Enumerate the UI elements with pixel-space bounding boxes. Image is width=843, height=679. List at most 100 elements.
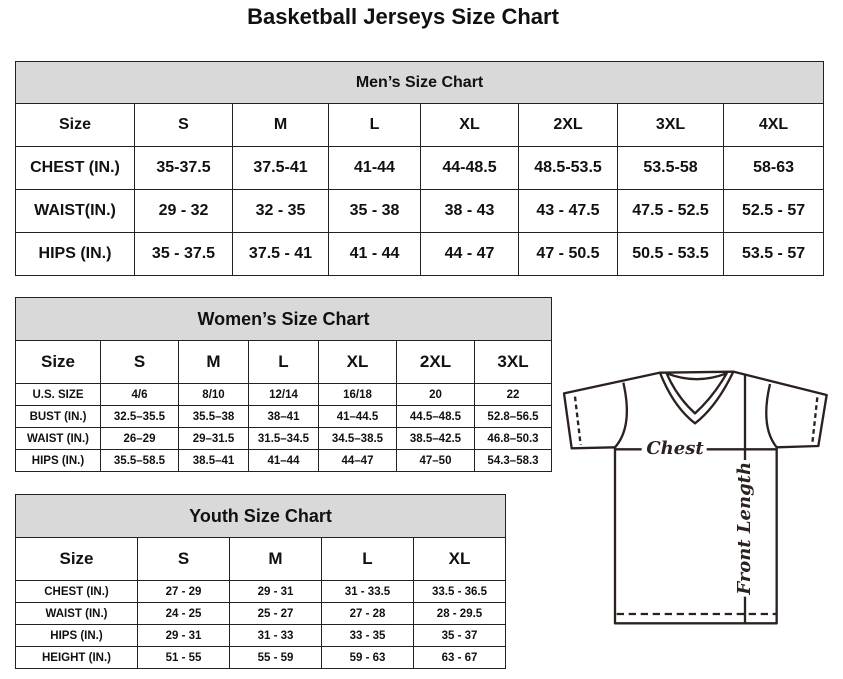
table-cell: 38 - 43 bbox=[420, 189, 519, 233]
column-header: 4XL bbox=[722, 103, 825, 147]
table-cell: 26–29 bbox=[100, 427, 179, 450]
table-row: HIPS (IN.) 29 - 31 31 - 33 33 - 35 35 - 37 bbox=[15, 624, 507, 647]
table-cell: 20 bbox=[396, 383, 475, 406]
table-cell: 35 - 37.5 bbox=[134, 232, 233, 276]
table-cell: 63 - 67 bbox=[412, 646, 507, 669]
table-cell: 41–44.5 bbox=[318, 405, 397, 428]
row-label: HIPS (IN.) bbox=[15, 232, 135, 276]
column-header: XL bbox=[318, 340, 397, 384]
table-cell: 33 - 35 bbox=[321, 624, 414, 647]
table-cell: 35.5–38 bbox=[178, 405, 249, 428]
row-label: U.S. SIZE bbox=[15, 383, 101, 406]
youth-chart-heading: Youth Size Chart bbox=[14, 494, 507, 538]
table-cell: 22 bbox=[473, 383, 553, 406]
column-header: L bbox=[248, 340, 319, 384]
table-cell: 31 - 33 bbox=[229, 624, 322, 647]
table-cell: 35 - 37 bbox=[412, 624, 507, 647]
table-cell: 32.5–35.5 bbox=[100, 405, 179, 428]
table-row: CHEST (IN.) 27 - 29 29 - 31 31 - 33.5 33.5 -… bbox=[15, 580, 507, 603]
size-header-row: Size S M L XL 2XL 3XL 4XL bbox=[15, 103, 825, 147]
row-label: WAIST (IN.) bbox=[15, 427, 101, 450]
table-row: WAIST (IN.) 26–29 29–31.5 31.5–34.5 34.5–38.… bbox=[15, 427, 553, 450]
table-cell: 32 - 35 bbox=[232, 189, 329, 233]
table-cell: 47 - 50.5 bbox=[518, 232, 618, 276]
column-header: S bbox=[100, 340, 179, 384]
table-cell: 47–50 bbox=[396, 449, 475, 472]
table-cell: 48.5-53.5 bbox=[518, 146, 618, 190]
table-cell: 16/18 bbox=[318, 383, 397, 406]
column-header: Size bbox=[15, 103, 135, 147]
womens-size-table: Women’s Size Chart Size S M L XL 2XL 3XL U.S. SI… bbox=[14, 297, 553, 472]
row-label: BUST (IN.) bbox=[15, 405, 101, 428]
table-row: U.S. SIZE 4/6 8/10 12/14 16/18 20 22 bbox=[15, 383, 553, 406]
table-cell: 52.5 - 57 bbox=[722, 189, 825, 233]
table-row: WAIST(IN.) 29 - 32 32 - 35 35 - 38 38 - 43 43… bbox=[15, 189, 825, 233]
table-cell: 52.8–56.5 bbox=[473, 405, 553, 428]
table-cell: 35 - 38 bbox=[328, 189, 421, 233]
column-header: 2XL bbox=[396, 340, 475, 384]
table-cell: 38.5–41 bbox=[178, 449, 249, 472]
column-header: XL bbox=[420, 103, 519, 147]
row-label: WAIST(IN.) bbox=[15, 189, 135, 233]
table-cell: 35.5–58.5 bbox=[100, 449, 179, 472]
men-chart-heading: Men’s Size Chart bbox=[14, 61, 825, 104]
column-header: M bbox=[232, 103, 329, 147]
table-cell: 44 - 47 bbox=[420, 232, 519, 276]
row-label: HEIGHT (IN.) bbox=[15, 646, 138, 669]
women-chart-heading: Women’s Size Chart bbox=[14, 297, 553, 341]
chest-label: Chest bbox=[646, 438, 704, 459]
table-cell: 24 - 25 bbox=[137, 602, 230, 625]
column-header: Size bbox=[15, 340, 101, 384]
table-cell: 38–41 bbox=[248, 405, 319, 428]
table-cell: 29 - 31 bbox=[137, 624, 230, 647]
table-cell: 25 - 27 bbox=[229, 602, 322, 625]
table-cell: 37.5 - 41 bbox=[232, 232, 329, 276]
column-header: L bbox=[321, 537, 414, 581]
front-length-label: Front Length bbox=[734, 462, 755, 596]
table-cell: 47.5 - 52.5 bbox=[617, 189, 724, 233]
table-cell: 44.5–48.5 bbox=[396, 405, 475, 428]
column-header: 2XL bbox=[518, 103, 618, 147]
column-header: S bbox=[134, 103, 233, 147]
shirt-outline bbox=[562, 370, 828, 625]
table-row: HIPS (IN.) 35 - 37.5 37.5 - 41 41 - 44 44 - … bbox=[15, 232, 825, 276]
table-cell: 29 - 31 bbox=[229, 580, 322, 603]
table-row: HEIGHT (IN.) 51 - 55 55 - 59 59 - 63 63 - 67 bbox=[15, 646, 507, 669]
table-cell: 43 - 47.5 bbox=[518, 189, 618, 233]
row-label: HIPS (IN.) bbox=[15, 624, 138, 647]
table-row: BUST (IN.) 32.5–35.5 35.5–38 38–41 41–44.5 44… bbox=[15, 405, 553, 428]
table-cell: 44-48.5 bbox=[420, 146, 519, 190]
column-header: M bbox=[229, 537, 322, 581]
size-header-row: Size S M L XL 2XL 3XL bbox=[15, 340, 553, 384]
table-cell: 55 - 59 bbox=[229, 646, 322, 669]
table-cell: 29–31.5 bbox=[178, 427, 249, 450]
collar bbox=[658, 371, 735, 425]
table-cell: 51 - 55 bbox=[137, 646, 230, 669]
table-cell: 59 - 63 bbox=[321, 646, 414, 669]
table-cell: 28 - 29.5 bbox=[412, 602, 507, 625]
table-cell: 12/14 bbox=[248, 383, 319, 406]
table-cell: 58-63 bbox=[722, 146, 825, 190]
table-cell: 31 - 33.5 bbox=[321, 580, 414, 603]
table-cell: 35-37.5 bbox=[134, 146, 233, 190]
column-header: 3XL bbox=[473, 340, 553, 384]
table-cell: 27 - 29 bbox=[137, 580, 230, 603]
table-cell: 41 - 44 bbox=[328, 232, 421, 276]
table-row: WAIST (IN.) 24 - 25 25 - 27 27 - 28 28 - 29.… bbox=[15, 602, 507, 625]
table-cell: 41–44 bbox=[248, 449, 319, 472]
mens-size-table: Men’s Size Chart Size S M L XL 2XL 3XL 4XL CHEST … bbox=[14, 61, 825, 276]
row-label: WAIST (IN.) bbox=[15, 602, 138, 625]
table-row: CHEST (IN.) 35-37.5 37.5-41 41-44 44-48.5 48.… bbox=[15, 146, 825, 190]
table-cell: 50.5 - 53.5 bbox=[617, 232, 724, 276]
page-title: Basketball Jerseys Size Chart bbox=[247, 4, 559, 29]
table-row: HIPS (IN.) 35.5–58.5 38.5–41 41–44 44–47 47–5… bbox=[15, 449, 553, 472]
table-cell: 38.5–42.5 bbox=[396, 427, 475, 450]
row-label: HIPS (IN.) bbox=[15, 449, 101, 472]
table-cell: 8/10 bbox=[178, 383, 249, 406]
column-header: 3XL bbox=[617, 103, 724, 147]
column-header: Size bbox=[15, 537, 138, 581]
size-header-row: Size S M L XL bbox=[15, 537, 507, 581]
table-cell: 53.5-58 bbox=[617, 146, 724, 190]
table-cell: 53.5 - 57 bbox=[722, 232, 825, 276]
